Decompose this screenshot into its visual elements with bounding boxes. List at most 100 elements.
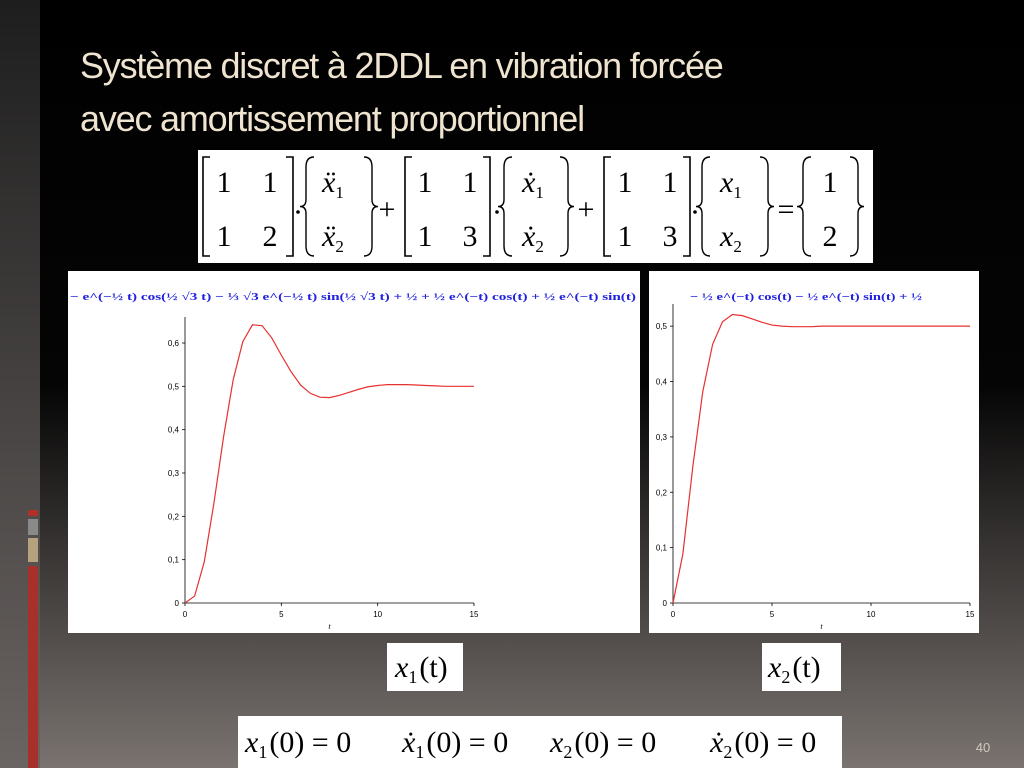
y-tick-label: 0,1: [168, 556, 180, 565]
initial-condition: x1(0) = 0: [244, 726, 351, 762]
bracket: [483, 156, 491, 257]
brace: [559, 156, 575, 257]
symbol: x: [244, 726, 259, 759]
decor: [28, 510, 38, 516]
index: 2: [535, 237, 544, 256]
function-label: x2(t): [767, 651, 821, 687]
label-box: [762, 643, 841, 691]
brace: [497, 156, 513, 257]
index: 2: [781, 667, 790, 687]
y-tick-label: 0: [663, 599, 668, 608]
chart-panel: [649, 271, 979, 633]
brace: [796, 156, 812, 257]
y-tick-label: 0: [175, 599, 180, 608]
x-axis-label: t: [820, 622, 823, 631]
x-tick-label: 15: [470, 610, 479, 619]
label-box: [387, 643, 463, 691]
matrix-entry: 1: [663, 166, 678, 199]
x-tick-label: 5: [770, 610, 775, 619]
symbol: x: [719, 220, 734, 253]
charts: − e^(−½ t) cos(½ √3 t) − ⅓ √3 e^(−½ t) s…: [70, 291, 975, 631]
title-line: Système discret à 2DDL en vibration forc…: [80, 45, 723, 86]
operator: +: [379, 193, 396, 226]
chart-panel: [68, 271, 640, 633]
matrix-entry: 1: [618, 166, 633, 199]
x-tick-label: 15: [966, 610, 975, 619]
y-tick-label: 0,6: [168, 339, 180, 348]
labels: x1(t) x2(t)x1(0) = 0 ẋ1(0) = 0 x2(0) = 0 ẋ2(…: [244, 651, 821, 762]
matrix-entry: 1: [263, 166, 278, 199]
vector-entry: x2: [719, 220, 742, 256]
y-tick-label: 0,5: [168, 382, 180, 391]
bracket: [286, 156, 294, 257]
symbol: ẍ: [321, 220, 336, 253]
x-tick-label: 0: [671, 610, 676, 619]
symbol: x: [549, 726, 564, 759]
brace: [363, 156, 379, 257]
y-tick-label: 0,3: [168, 469, 180, 478]
x-tick-label: 5: [279, 610, 284, 619]
y-tick-label: 0,2: [168, 512, 180, 521]
y-tick-label: 0,5: [656, 322, 668, 331]
x-axis-label: t: [328, 622, 331, 631]
matrix-entry: 1: [618, 220, 633, 253]
product-dot: [296, 210, 300, 214]
matrix-entry: 1: [463, 166, 478, 199]
operator: +: [578, 193, 595, 226]
index: 1: [258, 742, 267, 762]
product-dot: [693, 210, 697, 214]
symbol: ẋ: [521, 220, 536, 253]
initial-condition: x2(0) = 0: [549, 726, 656, 762]
x-tick-label: 10: [373, 610, 382, 619]
index: 1: [408, 667, 417, 687]
decor: [28, 538, 38, 562]
initial-condition: ẋ2(0) = 0: [709, 726, 816, 762]
chart-formula: − ½ e^(−t) cos(t) − ½ e^(−t) sin(t) + ½: [690, 291, 922, 303]
matrix-entry: 3: [663, 220, 678, 253]
equation-box: [198, 150, 873, 263]
brace: [849, 156, 865, 257]
vector-entry: ẋ2: [521, 220, 544, 256]
vector-entry: x1: [719, 166, 742, 202]
symbol: x: [767, 651, 782, 684]
x-tick-label: 0: [183, 610, 188, 619]
symbol: ẋ: [521, 166, 536, 199]
brace: [299, 156, 315, 257]
expression: (0) = 0: [734, 726, 816, 759]
matrix-entry: 2: [263, 220, 278, 253]
index: 2: [723, 742, 732, 762]
index: 2: [733, 237, 742, 256]
matrix-entry: 1: [217, 220, 232, 253]
index: 1: [733, 183, 742, 202]
product-dot: [495, 210, 499, 214]
brace: [695, 156, 711, 257]
y-tick-label: 0,4: [168, 426, 180, 435]
expression: (t): [792, 651, 820, 684]
operator: =: [778, 193, 795, 226]
x-tick-label: 10: [867, 610, 876, 619]
y-tick-label: 0,2: [656, 488, 668, 497]
slide-title: Système discret à 2DDL en vibration forc…: [80, 45, 724, 139]
chart-formula: − e^(−½ t) cos(½ √3 t) − ⅓ √3 e^(−½ t) s…: [70, 291, 636, 303]
y-tick-label: 0,3: [656, 433, 668, 442]
brace: [759, 156, 775, 257]
symbol: ẍ: [321, 166, 336, 199]
expression: (0) = 0: [269, 726, 351, 759]
matrix-entry: 3: [463, 220, 478, 253]
vector-entry: ẍ1: [321, 166, 344, 202]
y-tick-label: 0,4: [656, 378, 668, 387]
symbol: x: [719, 166, 734, 199]
bracket: [603, 156, 611, 257]
vector-entry: ẋ1: [521, 166, 544, 202]
bracket: [404, 156, 412, 257]
function-label: x1(t): [394, 651, 448, 687]
symbol: ẋ: [709, 726, 724, 759]
page-number: 40: [976, 740, 990, 755]
bracket: [683, 156, 691, 257]
symbol: ẋ: [401, 726, 416, 759]
y-tick-label: 0,1: [656, 544, 668, 553]
vector-entry: ẍ2: [321, 220, 344, 256]
matrix-entry: 1: [418, 220, 433, 253]
